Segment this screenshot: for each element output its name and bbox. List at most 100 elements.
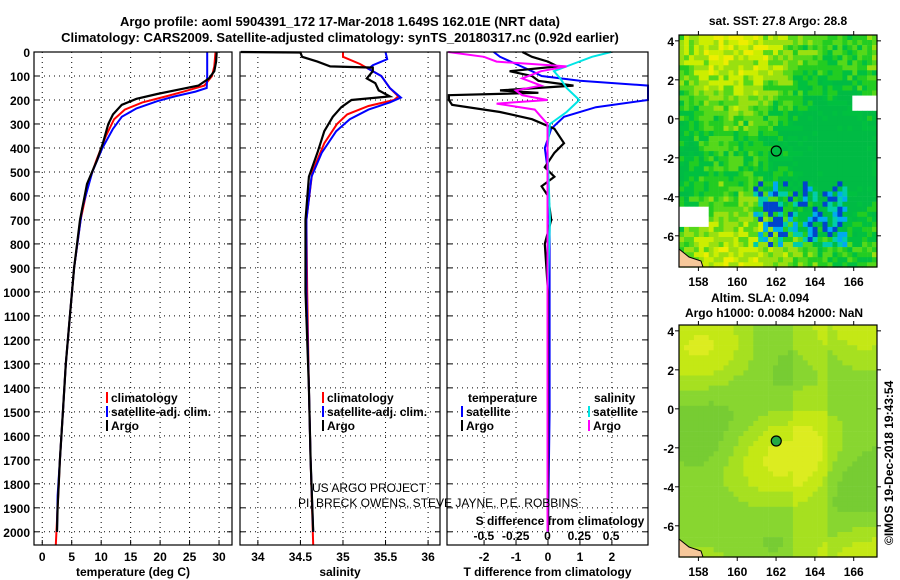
map-cell bbox=[857, 340, 863, 346]
map-cell bbox=[787, 542, 794, 548]
map-cell bbox=[778, 415, 784, 422]
map-cell bbox=[688, 50, 695, 56]
map-cell bbox=[773, 461, 779, 467]
map-cell bbox=[728, 446, 734, 452]
map-cell bbox=[679, 390, 685, 396]
map-cell bbox=[753, 35, 759, 41]
map-cell bbox=[857, 370, 863, 376]
map-cell bbox=[797, 491, 804, 497]
map-cell bbox=[862, 390, 868, 396]
map-cell bbox=[679, 216, 685, 223]
map-cell bbox=[852, 491, 858, 497]
map-cell bbox=[778, 105, 784, 112]
map-cell bbox=[867, 130, 873, 137]
map-cell bbox=[807, 390, 813, 396]
map-cell bbox=[787, 516, 794, 523]
map-cell bbox=[783, 345, 789, 351]
map-cell bbox=[728, 206, 734, 213]
map-cell bbox=[867, 532, 873, 538]
map-cell bbox=[693, 506, 700, 513]
map-cell bbox=[768, 242, 774, 248]
map-cell bbox=[837, 85, 843, 91]
map-cell bbox=[679, 410, 685, 417]
map-cell bbox=[753, 141, 759, 147]
map-cell bbox=[684, 100, 690, 106]
map-cell bbox=[783, 60, 789, 66]
map-cell bbox=[783, 330, 789, 336]
s-diff-tick-label: 0.5 bbox=[603, 529, 620, 543]
map-cell bbox=[867, 355, 873, 361]
map-cell bbox=[723, 125, 729, 132]
map-cell bbox=[802, 436, 809, 442]
map-cell bbox=[783, 451, 789, 457]
map-cell bbox=[693, 360, 700, 366]
map-cell bbox=[792, 441, 799, 447]
map-cell bbox=[787, 120, 794, 127]
map-cell bbox=[812, 390, 818, 396]
map-cell bbox=[733, 410, 739, 417]
map-cell bbox=[738, 95, 744, 101]
map-cell bbox=[842, 532, 848, 538]
depth-tick-label: 2000 bbox=[3, 526, 30, 540]
map-cell bbox=[738, 446, 744, 452]
map-cell bbox=[679, 75, 685, 81]
map-cell bbox=[817, 410, 823, 417]
map-cell bbox=[832, 471, 838, 477]
map-cell bbox=[807, 522, 813, 528]
map-cell bbox=[748, 426, 754, 432]
map-cell bbox=[718, 70, 724, 76]
map-cell bbox=[792, 395, 799, 402]
map-cell bbox=[807, 537, 813, 543]
map-cell bbox=[787, 466, 794, 472]
map-cell bbox=[738, 461, 744, 467]
map-cell bbox=[847, 206, 853, 213]
map-cell bbox=[857, 226, 863, 233]
map-cell bbox=[703, 400, 710, 407]
map-cell bbox=[817, 216, 823, 223]
map-cell bbox=[733, 476, 739, 482]
map-cell bbox=[743, 176, 749, 182]
map-cell bbox=[753, 201, 759, 208]
map-cell bbox=[787, 110, 794, 117]
map-cell bbox=[842, 45, 848, 51]
map-cell bbox=[812, 325, 818, 331]
map-cell bbox=[753, 110, 759, 117]
map-cell bbox=[679, 466, 685, 472]
map-cell bbox=[837, 390, 843, 396]
map-cell bbox=[713, 365, 719, 371]
map-cell bbox=[773, 237, 779, 243]
map-cell bbox=[738, 370, 744, 376]
map-cell bbox=[773, 335, 779, 341]
map-cell bbox=[723, 481, 729, 487]
map-cell bbox=[723, 380, 729, 386]
map-cell bbox=[797, 166, 804, 172]
map-cell bbox=[758, 130, 764, 137]
map-cell bbox=[743, 130, 749, 137]
map-cell bbox=[867, 70, 873, 76]
map-cell bbox=[723, 211, 729, 218]
map-cell bbox=[787, 196, 794, 202]
map-cell bbox=[862, 191, 868, 197]
map-cell bbox=[792, 506, 799, 513]
map-cell bbox=[812, 431, 818, 437]
map-cell bbox=[847, 196, 853, 202]
map-cell bbox=[837, 262, 843, 268]
map-cell bbox=[852, 527, 858, 533]
map-cell bbox=[822, 141, 828, 147]
map-cell bbox=[748, 486, 754, 492]
map-cell bbox=[852, 226, 858, 233]
map-cell bbox=[852, 537, 858, 543]
map-cell bbox=[728, 105, 734, 112]
map-cell bbox=[748, 55, 754, 61]
map-cell bbox=[693, 201, 700, 208]
map-cell bbox=[792, 335, 799, 341]
map-cell bbox=[773, 350, 779, 356]
map-cell bbox=[857, 130, 863, 137]
map-cell bbox=[822, 151, 828, 157]
map-cell bbox=[817, 191, 823, 197]
lon-tick-label: 166 bbox=[844, 275, 864, 289]
map-cell bbox=[698, 365, 705, 371]
map-cell bbox=[862, 196, 868, 202]
map-cell bbox=[792, 221, 799, 228]
map-cell bbox=[862, 161, 868, 167]
